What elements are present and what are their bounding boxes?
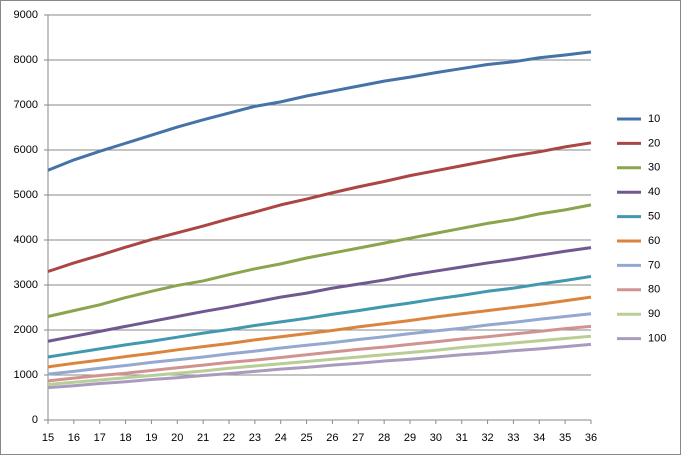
legend-label: 90 <box>648 308 660 320</box>
legend-label: 70 <box>648 259 660 271</box>
y-tick-label: 7000 <box>14 99 38 111</box>
x-tick-label: 25 <box>300 432 312 444</box>
legend-label: 50 <box>648 211 660 223</box>
legend-label: 30 <box>648 162 660 174</box>
x-tick-label: 17 <box>94 432 106 444</box>
x-tick-label: 31 <box>456 432 468 444</box>
legend-label: 60 <box>648 235 660 247</box>
y-tick-label: 6000 <box>14 144 38 156</box>
series-line <box>47 295 592 369</box>
series-line <box>47 141 592 273</box>
x-tick-label: 30 <box>430 432 442 444</box>
series-line <box>47 50 592 172</box>
x-tick-label: 21 <box>197 432 209 444</box>
series-line <box>47 334 592 386</box>
y-tick-label: 3000 <box>14 279 38 291</box>
y-tick-label: 2000 <box>14 324 38 336</box>
y-tick-label: 8000 <box>14 54 38 66</box>
series-line <box>47 324 592 383</box>
x-tick-label: 15 <box>42 432 54 444</box>
y-tick-label: 1000 <box>14 369 38 381</box>
series-line <box>47 342 592 390</box>
y-tick-label: 9000 <box>14 9 38 21</box>
x-tick-label: 28 <box>378 432 390 444</box>
x-tick-label: 16 <box>68 432 80 444</box>
x-tick-label: 33 <box>507 432 519 444</box>
legend-label: 20 <box>648 137 660 149</box>
series-line <box>47 246 592 343</box>
x-tick-label: 24 <box>275 432 287 444</box>
x-tick-label: 35 <box>559 432 571 444</box>
series-line <box>47 274 592 359</box>
x-tick-label: 36 <box>585 432 597 444</box>
x-tick-label: 22 <box>223 432 235 444</box>
x-tick-label: 18 <box>119 432 131 444</box>
x-tick-label: 26 <box>326 432 338 444</box>
x-tick-label: 27 <box>352 432 364 444</box>
x-tick-label: 19 <box>145 432 157 444</box>
x-tick-label: 34 <box>533 432 545 444</box>
series-line <box>47 203 592 318</box>
x-tick-label: 23 <box>249 432 261 444</box>
y-tick-label: 5000 <box>14 189 38 201</box>
series-line <box>47 312 592 376</box>
legend-label: 40 <box>648 186 660 198</box>
y-tick-label: 0 <box>32 414 38 426</box>
x-tick-label: 20 <box>171 432 183 444</box>
y-tick-label: 4000 <box>14 234 38 246</box>
x-tick-label: 32 <box>481 432 493 444</box>
legend-label: 80 <box>648 284 660 296</box>
legend-label: 10 <box>648 113 660 125</box>
x-tick-label: 29 <box>404 432 416 444</box>
legend-label: 100 <box>648 333 666 345</box>
